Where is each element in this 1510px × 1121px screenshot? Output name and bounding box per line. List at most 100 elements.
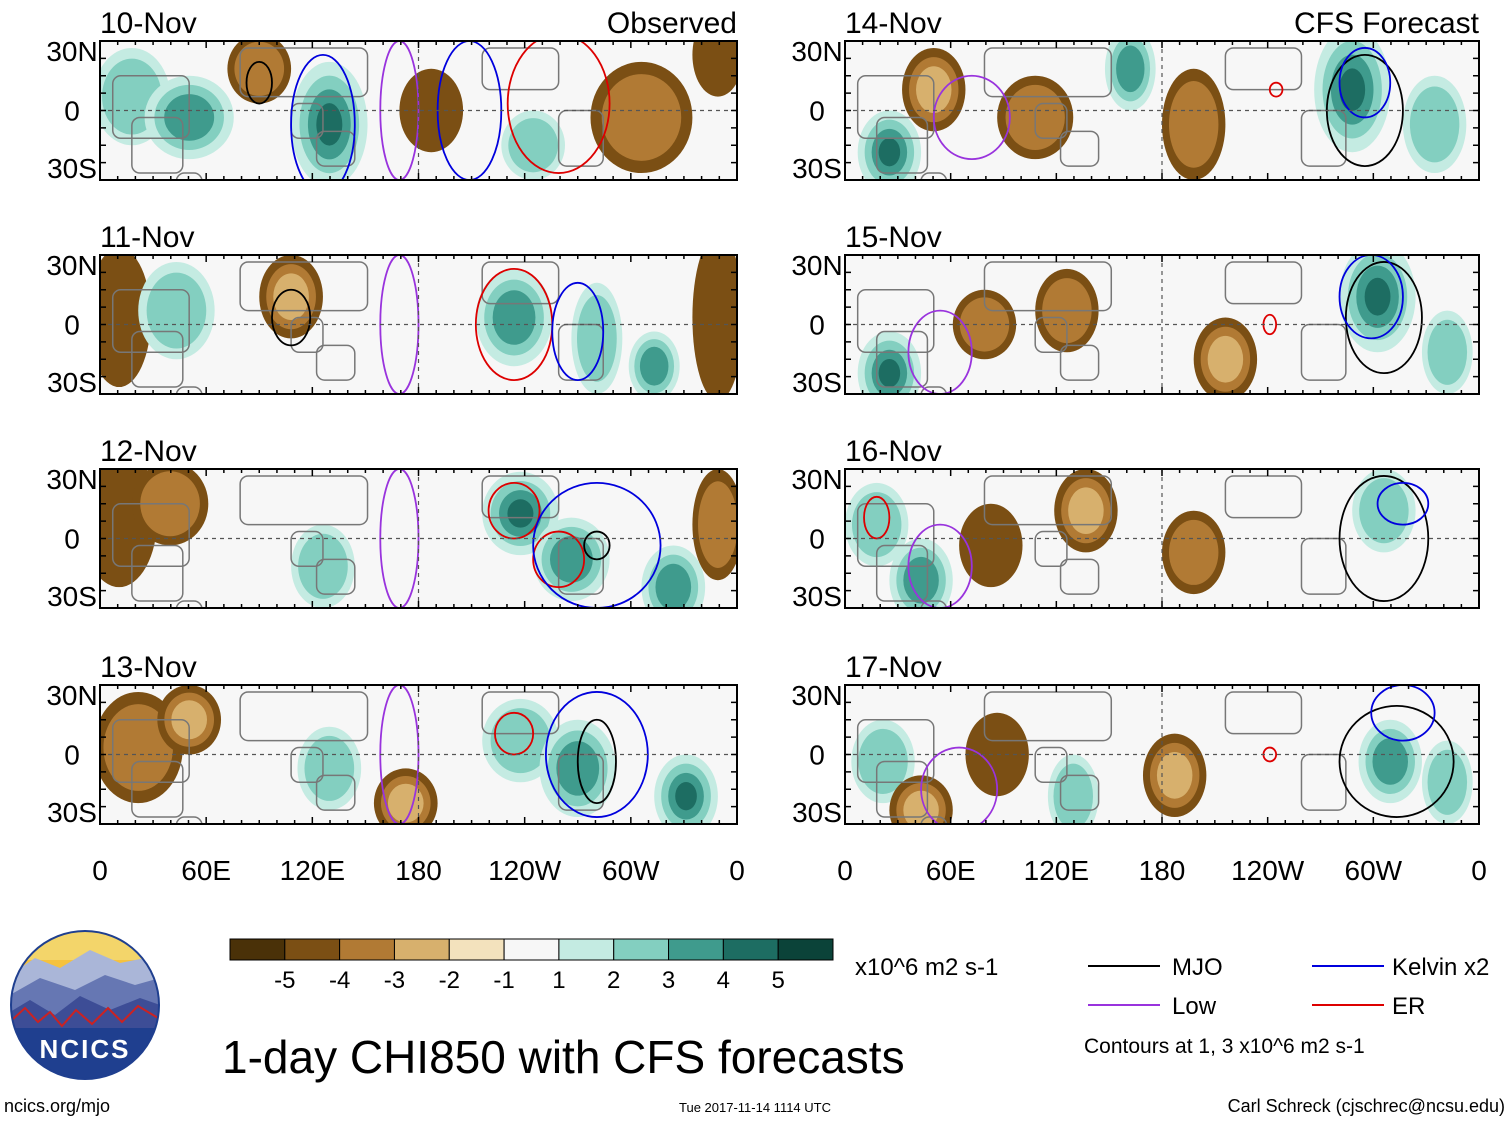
longitude-label: 120E [280, 855, 345, 886]
anomaly-blob [851, 492, 902, 558]
anomaly-blob [698, 481, 737, 568]
coastline [1300, 753, 1347, 811]
contour-line [551, 281, 605, 382]
longitude-label: 60W [602, 855, 660, 886]
coastline [290, 746, 324, 784]
coastline [920, 386, 948, 394]
coastline [111, 719, 190, 784]
coastline [481, 47, 560, 91]
latitude-label: 0 [809, 96, 825, 127]
colorbar-label: -5 [274, 967, 295, 994]
anomaly-blob [508, 118, 559, 173]
coastline [111, 289, 190, 354]
anomaly-blob [878, 358, 901, 388]
anomaly-blob [1207, 335, 1244, 383]
coastline [920, 600, 948, 608]
coastline [1034, 316, 1068, 354]
coastline [983, 475, 1113, 526]
anomaly-blob [146, 272, 207, 349]
coastline [111, 503, 190, 568]
coastline [175, 172, 203, 180]
anomaly-blob [316, 103, 343, 146]
coastline [131, 330, 184, 388]
latitude-label: 30S [47, 367, 97, 398]
anomaly-blob [675, 782, 697, 811]
coastline [131, 116, 184, 174]
colorbar-label: 3 [662, 967, 675, 994]
colorbar-label: 4 [717, 967, 730, 994]
panel-date: 16-Nov [845, 435, 942, 468]
anomaly-blob [490, 708, 551, 774]
colorbar-swatch [722, 938, 779, 961]
contour-line [494, 711, 535, 756]
anomaly-blob [1116, 45, 1145, 93]
anomaly-blob [1372, 738, 1408, 785]
coastline [1300, 537, 1347, 595]
colorbar-swatch [229, 938, 286, 961]
latitude-label: 0 [64, 310, 80, 341]
map-panel: 10-Nov Observed 30N 0 30S [46, 7, 738, 184]
latitude-label: 0 [809, 740, 825, 771]
coastline [983, 261, 1113, 312]
coastline [481, 261, 560, 305]
map-panels: 10-Nov Observed30N030S11-Nov30N030S12-Nov… [46, 7, 1480, 828]
coastline [1034, 746, 1068, 784]
colorbar-label: -1 [493, 967, 514, 994]
colorbar-swatch [668, 938, 724, 961]
latitude-label: 30N [791, 36, 842, 67]
anomaly-blob [1409, 86, 1460, 163]
column-label: Observed [607, 7, 737, 40]
coastline [239, 261, 369, 312]
contour-line [1338, 475, 1430, 602]
contour-line [487, 482, 541, 540]
longitude-label: 0 [729, 855, 745, 886]
panel-date: 13-Nov [100, 651, 197, 684]
legend-label-low: Low [1172, 993, 1217, 1020]
longitude-label: 120W [1231, 855, 1305, 886]
legend-label-mjo: MJO [1172, 954, 1223, 981]
column-label: CFS Forecast [1294, 7, 1480, 40]
longitude-label: 60W [1345, 855, 1403, 886]
anomaly-blob [1168, 81, 1219, 168]
longitude-label: 180 [395, 855, 442, 886]
coastline [1059, 558, 1100, 595]
coastline [315, 344, 356, 381]
coastline [131, 760, 184, 818]
longitude-label: 0 [1471, 855, 1487, 886]
contour-line [1338, 704, 1455, 818]
coastline [920, 172, 948, 180]
anomaly-blob [273, 273, 309, 321]
panel-date: 17-Nov [845, 651, 942, 684]
panel-date: 12-Nov [100, 435, 197, 468]
coastline [290, 530, 324, 568]
latitude-label: 30S [792, 797, 842, 828]
figure-title: 1-day CHI850 with CFS forecasts [222, 1031, 905, 1083]
colorbar-label: -3 [384, 967, 405, 994]
latitude-label: 0 [64, 96, 80, 127]
latitude-label: 30N [46, 250, 97, 281]
anomaly-blob [655, 563, 692, 608]
coastline [1300, 323, 1347, 381]
anomaly-blob [304, 735, 355, 801]
contour-line [863, 495, 891, 540]
latitude-label: 30N [791, 680, 842, 711]
colorbar-label: -4 [329, 967, 350, 994]
colorbar-label: 2 [607, 967, 620, 994]
colorbar-swatch [503, 938, 560, 961]
colorbar-label: -2 [439, 967, 460, 994]
contour-line [271, 288, 312, 347]
anomaly-blob [549, 535, 593, 583]
contour-line [1268, 81, 1284, 98]
coastline [856, 75, 935, 140]
contour-line [1376, 481, 1430, 526]
coastline [239, 475, 369, 526]
latitude-label: 30S [47, 581, 97, 612]
contour-line [932, 74, 1011, 161]
coastline [1224, 691, 1303, 735]
latitude-label: 0 [809, 524, 825, 555]
site-url[interactable]: ncics.org/mjo [4, 1096, 110, 1116]
anomaly-shading [100, 469, 737, 608]
panel-date: 14-Nov [845, 7, 942, 40]
